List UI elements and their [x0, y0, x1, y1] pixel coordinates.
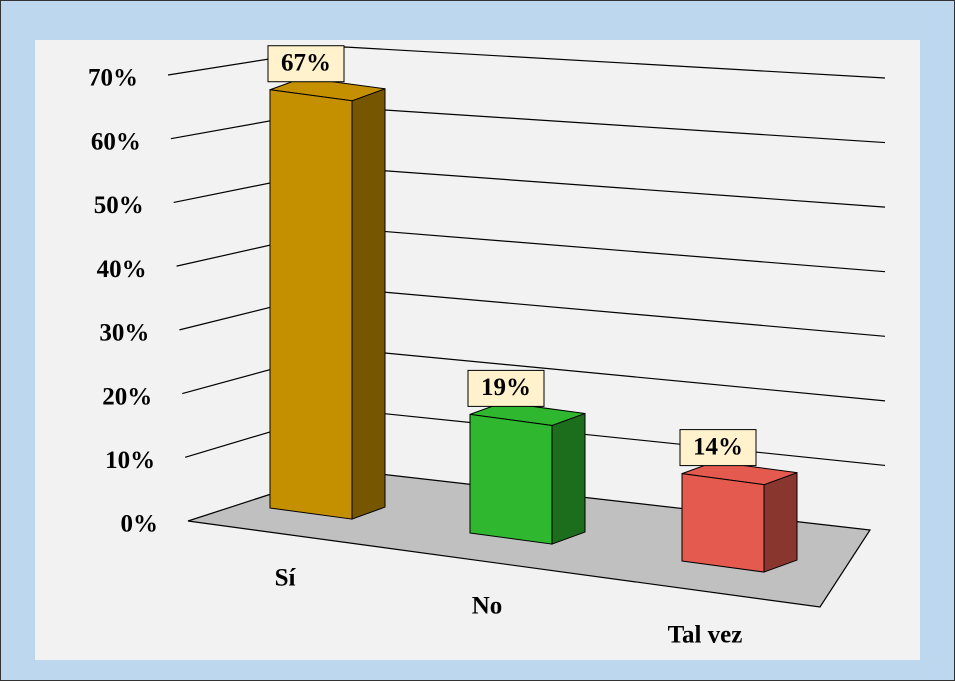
y-tick-label: 50%: [94, 192, 144, 219]
y-tick-label: 30%: [99, 320, 149, 347]
value-label-box: [467, 369, 545, 407]
value-label-box: [267, 45, 345, 83]
value-label-box: [679, 429, 757, 467]
bar-front: [681, 473, 765, 573]
bar-side: [351, 88, 386, 520]
bar-side: [763, 471, 798, 573]
y-tick-label: 0%: [121, 511, 159, 538]
x-tick-label: Sí: [275, 565, 297, 592]
x-tick-label: No: [472, 593, 503, 620]
y-tick-label: 60%: [91, 128, 141, 155]
value-label: 67%: [281, 49, 331, 76]
x-tick-label: Tal vez: [668, 622, 743, 649]
grid-line: [167, 46, 886, 79]
y-tick-label: 70%: [88, 65, 138, 92]
bar-front: [469, 413, 553, 545]
bar: [469, 401, 586, 545]
bar-side: [551, 412, 586, 545]
bar: [269, 77, 386, 520]
value-label: 19%: [481, 374, 531, 401]
value-label: 14%: [693, 433, 743, 460]
y-tick-label: 10%: [105, 447, 155, 474]
bar: [681, 461, 798, 573]
y-tick-label: 40%: [97, 256, 147, 283]
bar-front: [269, 89, 353, 520]
y-tick-label: 20%: [102, 383, 152, 410]
